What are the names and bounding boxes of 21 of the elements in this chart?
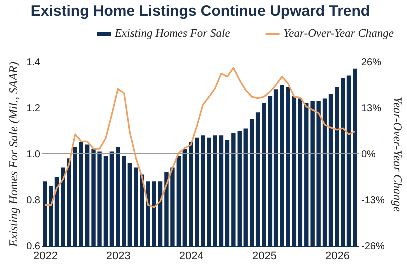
y2-tick-label: 0%: [362, 150, 376, 160]
legend-label: Existing Homes For Sale: [114, 28, 230, 40]
y2-tick-label: -13%: [362, 196, 385, 206]
y2-tick-label: 13%: [362, 104, 382, 114]
y2-tick-label: 26%: [362, 58, 382, 68]
y-tick-label: 1.4: [26, 58, 41, 68]
legend-label: Year-Over-Year Change: [284, 28, 394, 40]
chart-title: Existing Home Listings Continue Upward Trend: [30, 3, 370, 20]
y2-tick-label: -26%: [362, 242, 385, 252]
x-tick-label: 2026: [325, 250, 350, 262]
y-tick-label: 0.8: [26, 196, 41, 206]
y-tick-label: 1.0: [26, 150, 41, 160]
y-tick-label: 1.2: [26, 104, 41, 114]
line-series: [44, 67, 356, 208]
y2-axis-title: Year-Over-Year Change: [390, 97, 405, 213]
x-tick-label: 2025: [252, 250, 277, 262]
y-axis-title: Existing Homes For Sale (Mil., SAAR): [6, 62, 21, 248]
x-tick-label: 2023: [106, 250, 131, 262]
x-tick-label: 2022: [33, 250, 58, 262]
x-tick-label: 2024: [179, 250, 204, 262]
y-tick-label: 0.6: [26, 242, 41, 252]
